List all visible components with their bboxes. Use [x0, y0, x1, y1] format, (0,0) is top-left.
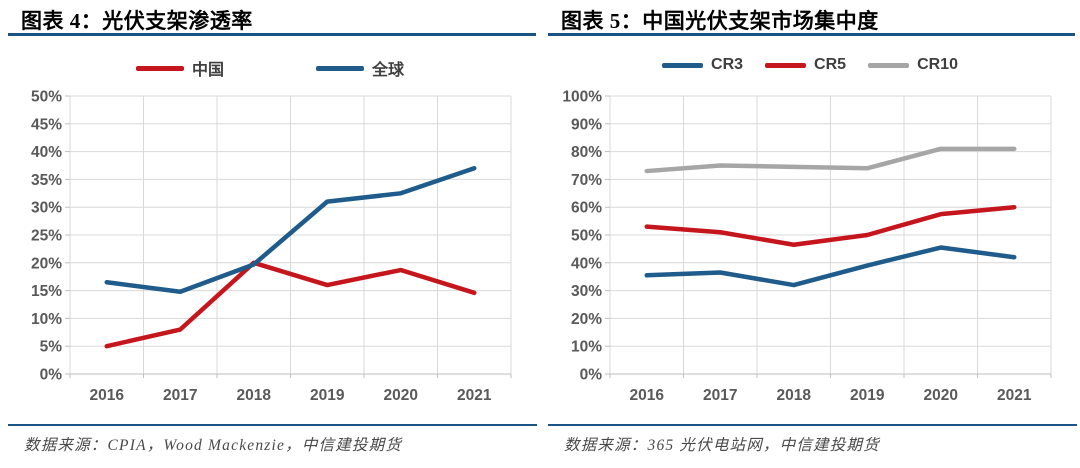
- x-axis-tick-label: 2018: [777, 387, 812, 404]
- legend-item-全球: 全球: [316, 56, 404, 80]
- y-axis-tick-label: 45%: [31, 116, 62, 133]
- y-axis-tick-label: 35%: [31, 172, 62, 189]
- y-axis-tick-label: 10%: [31, 311, 62, 328]
- y-axis-tick-label: 5%: [40, 339, 63, 356]
- y-axis-tick-label: 30%: [571, 283, 602, 300]
- title-divider: [8, 33, 536, 36]
- chart-title-figure4: 图表 4：光伏支架渗透率: [21, 9, 253, 33]
- y-axis-tick-label: 50%: [31, 89, 62, 106]
- y-axis-tick-label: 15%: [31, 283, 62, 300]
- y-axis-tick-label: 50%: [571, 228, 602, 245]
- series-line-中国: [104, 260, 477, 349]
- legend-item-CR10: CR10: [868, 56, 958, 74]
- chart-title-figure5: 图表 5：中国光伏支架市场集中度: [561, 9, 879, 33]
- y-axis-tick-label: 100%: [562, 89, 602, 106]
- legend-label: CR10: [917, 56, 958, 73]
- legend-label: CR5: [814, 56, 847, 73]
- x-axis-tick-label: 2017: [163, 387, 197, 404]
- line-chart-concentration: 0% 10% 20% 30% 40% 50% 60% 70% 80% 90% 100% 2016 201…: [562, 89, 1052, 404]
- series-line-CR5: [644, 204, 1017, 247]
- y-axis-tick-label: 30%: [31, 200, 62, 217]
- data-source-note: 数据来源：365 光伏电站网，中信建投期货: [564, 437, 880, 454]
- series-line-全球: [104, 166, 477, 294]
- y-axis-tick-label: 90%: [571, 116, 602, 133]
- series-line-CR10: [644, 146, 1017, 174]
- x-axis-tick-label: 2016: [90, 387, 125, 404]
- data-source-note: 数据来源：CPIA，Wood Mackenzie，中信建投期货: [24, 437, 403, 454]
- legend-label: 全球: [372, 62, 405, 79]
- legend-label: 中国: [191, 62, 224, 79]
- legend-item-CR3: CR3: [662, 56, 743, 74]
- chart-legend: CR3 CR5 CR10: [540, 56, 1080, 74]
- legend-label: CR3: [711, 56, 744, 73]
- title-divider: [548, 33, 1075, 36]
- legend-line-icon: [316, 65, 364, 71]
- legend-item-CR5: CR5: [765, 56, 846, 74]
- x-axis-tick-label: 2021: [997, 387, 1032, 404]
- y-axis-tick-label: 20%: [571, 311, 602, 328]
- y-axis-tick-label: 0%: [580, 367, 603, 384]
- y-axis-tick-label: 10%: [571, 339, 602, 356]
- y-axis-tick-label: 70%: [571, 172, 602, 189]
- line-chart-penetration: 0% 5% 10% 15% 20% 25% 30% 35% 40% 45% 50% 2016 2017 2…: [31, 89, 512, 404]
- y-axis-tick-label: 80%: [571, 144, 602, 161]
- series-line-CR3: [644, 245, 1017, 288]
- legend-line-icon: [765, 62, 807, 68]
- x-axis-tick-label: 2020: [924, 387, 958, 404]
- legend-line-icon: [135, 65, 184, 71]
- footer-divider: [8, 424, 537, 426]
- x-axis-tick-label: 2019: [850, 387, 885, 404]
- chart-panel-concentration: 图表 5：中国光伏支架市场集中度 CR3 CR5 CR10 0% 10% 20% 30% 4…: [540, 0, 1080, 468]
- legend-item-中国: 中国: [135, 56, 224, 80]
- y-axis-tick-label: 40%: [31, 144, 62, 161]
- y-axis-tick-label: 40%: [571, 255, 602, 272]
- chart-legend: 中国 全球: [0, 56, 540, 80]
- y-axis-tick-label: 60%: [571, 200, 602, 217]
- y-axis-tick-label: 0%: [40, 367, 63, 384]
- x-axis-tick-label: 2021: [457, 387, 492, 404]
- x-axis-tick-label: 2016: [630, 387, 665, 404]
- legend-line-icon: [662, 62, 704, 68]
- x-axis-tick-label: 2019: [310, 387, 345, 404]
- x-axis-tick-label: 2017: [703, 387, 737, 404]
- legend-line-icon: [868, 62, 910, 68]
- chart-panel-penetration: 图表 4：光伏支架渗透率 中国 全球 0% 5% 10% 15% 20% 25% 30% 35%…: [0, 9, 540, 454]
- x-axis-tick-label: 2018: [237, 387, 272, 404]
- footer-divider: [548, 424, 1077, 426]
- y-axis-tick-label: 25%: [31, 228, 62, 245]
- x-axis-tick-label: 2020: [384, 387, 418, 404]
- y-axis-tick-label: 20%: [31, 255, 62, 272]
